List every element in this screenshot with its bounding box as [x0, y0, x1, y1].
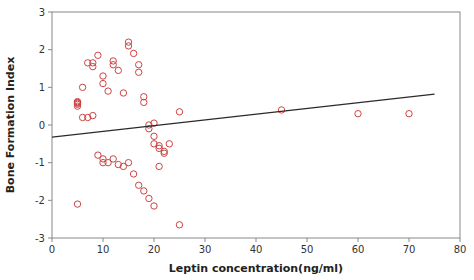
x-tick-label: 60 [352, 244, 365, 255]
scatter-point [141, 188, 147, 194]
x-axis-label: Leptin concentration(ng/ml) [169, 262, 343, 275]
x-tick [103, 238, 104, 242]
scatter-point [110, 62, 116, 68]
scatter-point [355, 111, 361, 117]
y-tick [48, 12, 52, 13]
scatter-point [110, 156, 116, 162]
y-tick [48, 87, 52, 88]
scatter-point [120, 90, 126, 96]
scatter-point [161, 150, 167, 156]
scatter-point [176, 109, 182, 115]
y-tick [48, 162, 52, 163]
y-axis-label: Bone Formation Index [4, 57, 17, 194]
x-tick-label: 50 [301, 244, 314, 255]
scatter-point [90, 112, 96, 118]
scatter-point [166, 141, 172, 147]
scatter-point [125, 159, 131, 165]
y-tick-label: 0 [39, 120, 45, 131]
x-tick-label: 30 [199, 244, 212, 255]
scatter-point [136, 62, 142, 68]
plot-frame [52, 12, 460, 238]
y-tick-label: -3 [35, 233, 45, 244]
y-tick-label: -1 [35, 157, 45, 168]
y-tick [48, 200, 52, 201]
scatter-point [130, 171, 136, 177]
x-tick [409, 238, 410, 242]
x-tick [52, 238, 53, 242]
plot-data [52, 39, 435, 228]
scatter-point [74, 100, 80, 106]
scatter-point [176, 222, 182, 228]
scatter-point [151, 203, 157, 209]
y-tick-label: 2 [39, 44, 45, 55]
y-tick-label: 3 [39, 7, 45, 18]
y-tick [48, 238, 52, 239]
scatter-point [125, 39, 131, 45]
scatter-point [156, 163, 162, 169]
x-tick [256, 238, 257, 242]
x-tick [307, 238, 308, 242]
scatter-point [141, 99, 147, 105]
scatter-point [151, 141, 157, 147]
chart: 0 10 20 30 40 50 60 70 80 -3 -2 -1 0 1 2 3 Leptin concen… [0, 0, 474, 280]
scatter-point [146, 195, 152, 201]
scatter-point [105, 88, 111, 94]
scatter-point [74, 98, 80, 104]
x-tick-label: 80 [454, 244, 467, 255]
scatter-point [74, 201, 80, 207]
scatter-point [406, 111, 412, 117]
scatter-point [100, 80, 106, 86]
x-tick [205, 238, 206, 242]
scatter-point [136, 182, 142, 188]
x-tick-label: 10 [97, 244, 110, 255]
x-tick-label: 70 [403, 244, 416, 255]
regression-line [52, 94, 435, 137]
scatter-point [151, 133, 157, 139]
scatter-point [136, 69, 142, 75]
x-tick [358, 238, 359, 242]
x-tick-label: 20 [148, 244, 161, 255]
y-axis: -3 -2 -1 0 1 2 3 [35, 7, 52, 244]
x-tick [154, 238, 155, 242]
y-tick-label: -2 [35, 195, 45, 206]
scatter-point [115, 67, 121, 73]
scatter-point [100, 73, 106, 79]
y-tick [48, 49, 52, 50]
x-tick [460, 238, 461, 242]
x-tick-label: 0 [49, 244, 55, 255]
y-tick [48, 125, 52, 126]
scatter-point [79, 84, 85, 90]
x-axis: 0 10 20 30 40 50 60 70 80 [49, 238, 467, 255]
scatter-point [130, 50, 136, 56]
scatter-point [95, 52, 101, 58]
x-tick-label: 40 [250, 244, 263, 255]
scatter-point [90, 60, 96, 66]
y-tick-label: 1 [39, 82, 45, 93]
